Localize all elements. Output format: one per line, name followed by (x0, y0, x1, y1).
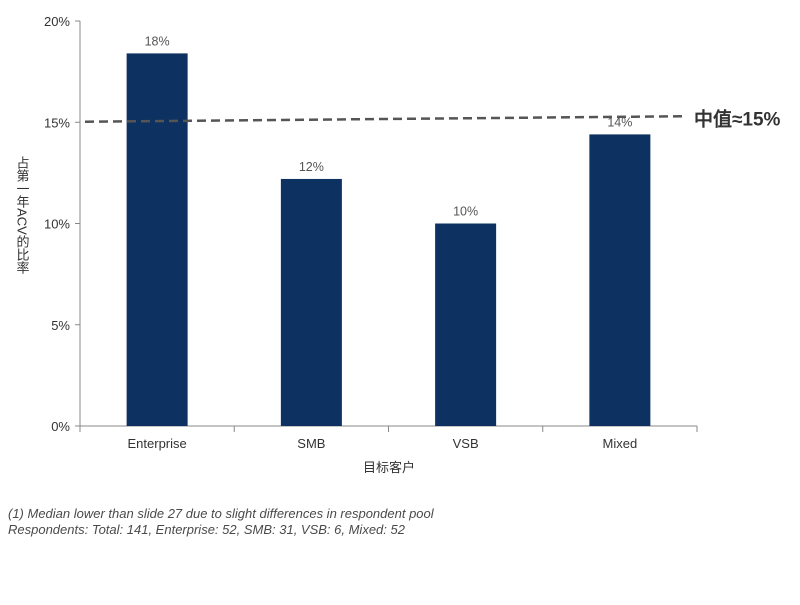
x-tick-label: SMB (297, 436, 325, 451)
median-reference-line-group: 中值≈15% (84, 107, 781, 130)
median-label: 中值≈15% (694, 107, 781, 130)
x-tick-label: Enterprise (128, 436, 187, 451)
x-axis: Enterprise SMB VSB Mixed (79, 425, 698, 451)
y-tick-label: 20% (44, 14, 70, 29)
data-label: 12% (299, 160, 324, 174)
y-tick-label: 5% (51, 318, 70, 333)
footnote-respondents: Respondents: Total: 141, Enterprise: 52,… (8, 522, 405, 537)
data-label: 14% (607, 115, 632, 129)
y-axis: 0% 5% 10% 15% 20% (44, 14, 81, 434)
bar-enterprise (126, 53, 188, 427)
bar-smb (280, 178, 342, 426)
data-label: 10% (453, 205, 478, 219)
data-label: 18% (145, 34, 170, 48)
y-axis-title: 占第一年ACV的比率 (15, 156, 30, 274)
bar-vsb (435, 223, 497, 426)
x-tick-label: VSB (453, 436, 479, 451)
footnote-median: (1) Median lower than slide 27 due to sl… (8, 506, 434, 521)
bar-mixed (589, 134, 651, 426)
x-axis-title: 目标客户 (363, 460, 415, 475)
x-tick-label: Mixed (603, 436, 638, 451)
y-tick-label: 0% (51, 419, 70, 434)
median-reference-line (84, 115, 686, 123)
y-tick-label: 10% (44, 217, 70, 232)
bars-group: 18% 12% 10% 14% (126, 34, 651, 427)
y-tick-label: 15% (44, 115, 70, 130)
